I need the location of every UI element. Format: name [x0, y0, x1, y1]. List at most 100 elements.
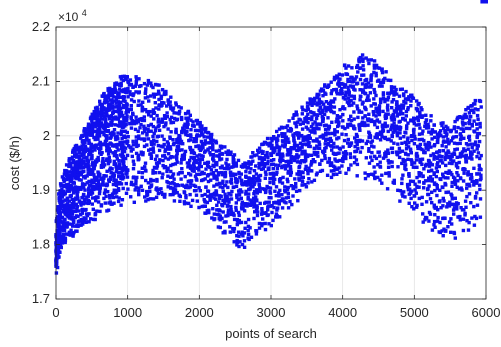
- data-point: [123, 156, 128, 161]
- data-point: [401, 173, 405, 177]
- data-point: [79, 187, 83, 191]
- data-point: [194, 136, 199, 141]
- data-point: [311, 139, 315, 143]
- data-point: [151, 171, 155, 175]
- data-point: [417, 144, 422, 148]
- data-point: [159, 191, 164, 195]
- data-point: [240, 242, 245, 247]
- data-point: [256, 148, 260, 153]
- data-point: [420, 147, 424, 152]
- data-point: [103, 134, 108, 138]
- data-point: [291, 133, 295, 137]
- data-point: [390, 118, 394, 122]
- data-point: [291, 116, 295, 120]
- data-point: [137, 192, 141, 197]
- data-point: [277, 152, 281, 156]
- data-point: [134, 142, 139, 146]
- data-point: [363, 92, 368, 96]
- data-point: [206, 189, 211, 194]
- data-point: [127, 83, 132, 87]
- data-point: [227, 163, 231, 167]
- data-point: [430, 163, 435, 167]
- data-point: [364, 56, 368, 60]
- data-point: [80, 207, 85, 212]
- data-point: [258, 189, 262, 194]
- data-point: [79, 136, 83, 140]
- data-point: [415, 109, 420, 113]
- data-point: [88, 172, 93, 176]
- data-point: [340, 86, 344, 91]
- data-point: [465, 194, 469, 199]
- data-point: [209, 178, 213, 182]
- data-point: [326, 127, 331, 131]
- data-point: [386, 95, 391, 100]
- data-point: [335, 74, 339, 78]
- data-point: [220, 152, 225, 156]
- data-point: [216, 173, 221, 177]
- data-point: [197, 186, 201, 190]
- data-point: [397, 94, 402, 98]
- data-point: [318, 135, 322, 139]
- data-point: [129, 115, 133, 120]
- data-points: [54, 0, 488, 275]
- data-point: [417, 137, 421, 142]
- data-point: [444, 151, 448, 155]
- data-point: [478, 187, 482, 192]
- data-point: [140, 166, 144, 170]
- data-point: [97, 131, 101, 135]
- data-point: [326, 143, 330, 147]
- data-point: [121, 186, 125, 191]
- data-point: [461, 129, 466, 133]
- data-point: [98, 129, 102, 133]
- data-point: [110, 167, 114, 171]
- data-point: [266, 213, 270, 217]
- data-point: [263, 227, 268, 232]
- data-point: [409, 151, 413, 155]
- data-point: [475, 203, 480, 207]
- data-point: [341, 157, 345, 161]
- data-point: [450, 161, 454, 166]
- data-point: [440, 229, 444, 233]
- data-point: [149, 184, 153, 189]
- data-point: [341, 112, 345, 117]
- data-point: [470, 157, 474, 161]
- data-point: [90, 196, 95, 200]
- data-point: [202, 197, 206, 202]
- data-point: [450, 197, 454, 201]
- data-point: [376, 175, 380, 180]
- data-point: [329, 175, 334, 180]
- data-point: [435, 186, 439, 191]
- data-point: [56, 250, 61, 254]
- data-point: [235, 240, 240, 244]
- data-point: [476, 117, 480, 121]
- data-point: [455, 204, 459, 208]
- data-point: [236, 197, 241, 202]
- x-tick-label: 0: [52, 305, 59, 320]
- data-point: [189, 133, 193, 137]
- data-point: [189, 204, 193, 208]
- data-point: [375, 136, 379, 140]
- data-point: [140, 131, 145, 135]
- data-point: [417, 180, 421, 184]
- data-point: [131, 147, 135, 151]
- data-point: [476, 108, 480, 112]
- data-point: [341, 159, 345, 164]
- data-point: [226, 185, 230, 190]
- data-point: [318, 169, 323, 173]
- data-point: [163, 116, 168, 120]
- data-point: [229, 150, 233, 154]
- data-point: [157, 128, 162, 132]
- data-point: [132, 121, 137, 126]
- data-point: [132, 99, 136, 104]
- data-point: [211, 142, 215, 146]
- data-point: [119, 132, 123, 137]
- data-point: [140, 171, 145, 175]
- data-point: [77, 178, 82, 182]
- data-point: [466, 171, 470, 176]
- data-point: [449, 230, 453, 234]
- data-point: [452, 159, 456, 163]
- data-point: [200, 142, 205, 146]
- data-point: [463, 149, 467, 153]
- data-point: [455, 207, 459, 211]
- data-point: [126, 187, 130, 191]
